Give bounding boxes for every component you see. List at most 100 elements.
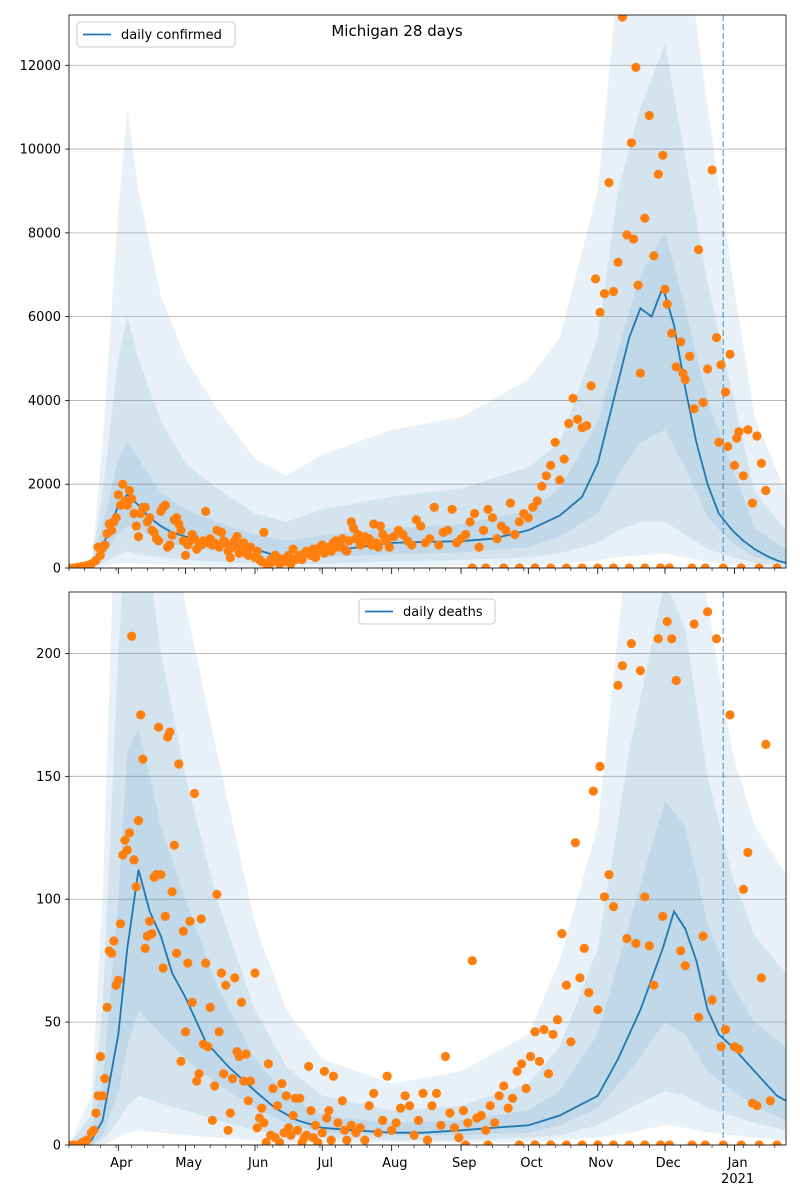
confirmed-observed-point: [568, 393, 578, 403]
confirmed-observed-point: [165, 540, 175, 550]
deaths-observed-point: [223, 1125, 233, 1135]
deaths-observed-point: [640, 1140, 650, 1145]
deaths-observed-point: [703, 607, 713, 617]
chart-title: Michigan 28 days: [331, 22, 462, 40]
x-month-label: Jul: [316, 1156, 333, 1171]
confirmed-observed-point: [655, 563, 666, 568]
deaths-observed-point: [131, 882, 141, 892]
confirmed-observed-point: [694, 245, 704, 255]
confirmed-ytick-label: 4000: [28, 394, 61, 409]
deaths-observed-point: [122, 845, 132, 855]
deaths-observed-point: [382, 1071, 392, 1081]
x-month-label: Jan: [727, 1156, 748, 1171]
confirmed-observed-point: [373, 542, 383, 552]
deaths-observed-point: [205, 1002, 215, 1013]
deaths-observed-point: [409, 1130, 419, 1140]
deaths-observed-point: [514, 1140, 524, 1145]
deaths-observed-point: [485, 1101, 495, 1111]
confirmed-observed-point: [416, 521, 426, 531]
confirmed-observed-point: [129, 508, 139, 519]
confirmed-observed-point: [483, 504, 493, 514]
deaths-observed-point: [194, 1069, 204, 1079]
deaths-observed-point: [561, 980, 572, 990]
deaths-observed-point: [180, 1027, 191, 1037]
confirmed-observed-point: [127, 494, 137, 504]
deaths-legend-label: daily deaths: [403, 605, 483, 620]
deaths-observed-point: [436, 1120, 446, 1130]
confirmed-observed-point: [470, 508, 480, 519]
deaths-ytick-label: 0: [53, 1139, 61, 1154]
deaths-observed-point: [517, 1059, 527, 1069]
deaths-observed-point: [185, 916, 195, 926]
deaths-observed-point: [147, 929, 157, 939]
confirmed-observed-point: [131, 521, 141, 531]
deaths-observed-point: [461, 1140, 471, 1145]
deaths-observed-point: [593, 1005, 603, 1015]
deaths-observed-point: [613, 680, 623, 691]
confirmed-observed-point: [124, 485, 135, 496]
deaths-observed-point: [707, 995, 717, 1005]
confirmed-observed-point: [689, 404, 699, 414]
confirmed-observed-point: [546, 460, 556, 470]
deaths-observed-point: [772, 1140, 782, 1145]
confirmed-observed-point: [772, 563, 782, 568]
deaths-observed-point: [261, 1137, 271, 1145]
deaths-observed-point: [214, 1027, 224, 1037]
confirmed-observed-point: [720, 387, 731, 397]
deaths-observed-point: [342, 1135, 352, 1145]
confirmed-observed-point: [604, 178, 614, 188]
confirmed-observed-point: [461, 529, 471, 540]
deaths-observed-point: [107, 948, 117, 958]
deaths-observed-point: [494, 1091, 504, 1101]
deaths-observed-point: [720, 1024, 731, 1035]
deaths-observed-point: [396, 1103, 406, 1113]
deaths-observed-point: [743, 847, 753, 858]
confirmed-observed-point: [658, 150, 668, 160]
deaths-observed-point: [241, 1049, 251, 1059]
confirmed-ytick-label: 6000: [28, 310, 61, 325]
deaths-observed-point: [236, 997, 247, 1008]
confirmed-observed-point: [252, 546, 262, 556]
x-year-label: 2021: [721, 1172, 754, 1187]
deaths-observed-point: [373, 1128, 383, 1138]
deaths-observed-point: [593, 1140, 603, 1145]
deaths-observed-point: [387, 1125, 397, 1135]
deaths-observed-point: [566, 1037, 576, 1047]
confirmed-observed-point: [747, 498, 758, 508]
deaths-observed-point: [360, 1135, 370, 1145]
confirmed-observed-point: [573, 414, 583, 424]
confirmed-observed-point: [707, 165, 717, 175]
confirmed-observed-point: [510, 529, 520, 540]
deaths-observed-point: [295, 1093, 305, 1103]
deaths-observed-point: [100, 1074, 110, 1084]
deaths-observed-point: [243, 1096, 253, 1106]
confirmed-observed-point: [434, 540, 444, 550]
deaths-observed-point: [250, 968, 260, 978]
deaths-ytick-label: 200: [36, 647, 61, 662]
deaths-observed-point: [207, 1115, 217, 1125]
deaths-axes-frame: [68, 591, 787, 1146]
confirmed-observed-point: [736, 563, 746, 568]
deaths-observed-point: [608, 1140, 619, 1145]
confirmed-observed-point: [644, 110, 654, 121]
confirmed-ytick-label: 12000: [20, 59, 61, 74]
deaths-observed-point: [221, 980, 231, 990]
deaths-observed-point: [664, 1140, 675, 1145]
deaths-observed-point: [288, 1110, 298, 1121]
deaths-observed-point: [557, 929, 567, 939]
confirmed-observed-point: [259, 527, 269, 538]
confirmed-observed-point: [633, 280, 643, 290]
deaths-observed-point: [644, 941, 654, 951]
confirmed-observed-point: [718, 563, 728, 568]
deaths-observed-point: [752, 1101, 762, 1111]
deaths-observed-point: [521, 1083, 531, 1094]
confirmed-observed-point: [232, 532, 242, 542]
confirmed-observed-point: [752, 431, 762, 441]
deaths-observed-point: [165, 727, 175, 737]
deaths-observed-point: [192, 1076, 202, 1086]
deaths-observed-point: [326, 1135, 336, 1145]
deaths-observed-point: [216, 968, 226, 978]
confirmed-observed-point: [180, 550, 191, 561]
confirmed-legend: daily confirmed: [76, 21, 236, 48]
